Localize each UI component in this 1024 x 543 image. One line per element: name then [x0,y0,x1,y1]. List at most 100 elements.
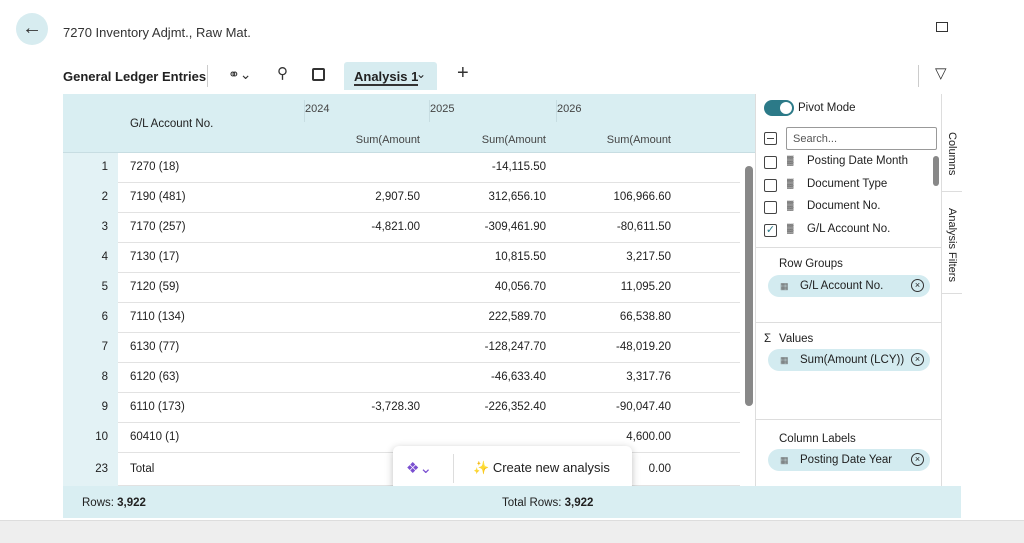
chip[interactable]: ▦ Posting Date Year × [768,449,930,471]
measure-header: Sum(Amount [355,134,420,146]
row-line [118,302,740,303]
amount-cell: -90,047.40 [616,401,671,413]
side-tabs: Columns Analysis Filters [941,94,962,486]
create-analysis[interactable]: ✨ Create new analysis [473,460,610,475]
tab-analysis[interactable]: Analysis 1 ⌄ [344,62,437,90]
account-cell: Total [130,462,155,475]
amount-cell: -80,611.50 [616,221,671,233]
section-title: Row Groups [779,258,843,270]
row-index: 9 [101,401,108,413]
row-index: 8 [101,371,108,383]
layout-button[interactable] [312,68,325,81]
page-name: General Ledger Entries [63,69,207,84]
field-checkbox[interactable] [764,178,777,192]
header-divider [556,100,557,122]
field-checkbox[interactable] [764,156,777,169]
row-index: 5 [101,281,108,293]
total-value: 3,922 [564,497,594,509]
amount-cell: -46,633.40 [491,371,546,383]
search-input[interactable]: Search... [786,127,937,150]
account-cell: 60410 (1) [130,431,180,443]
drag-handle: ▓ [787,155,794,165]
field-checkbox[interactable] [764,201,777,214]
year-header: 2026 [557,103,582,115]
account-cell: 7120 (59) [130,281,180,293]
chip[interactable]: ▦ Sum(Amount (LCY)) × [768,349,930,371]
open-new-window[interactable] [936,22,948,32]
scrollbar[interactable] [745,166,753,406]
row-line [118,332,740,333]
search-button[interactable]: ⚲ [277,65,288,82]
amount-cell: -309,461.90 [484,221,546,233]
chip[interactable]: ▦ G/L Account No. × [768,275,930,297]
amount-cell: 2,907.50 [375,191,420,203]
amount-cell: 11,095.20 [620,281,671,293]
chip-label: Posting Date Year [800,454,893,466]
field-label: G/L Account No. [807,222,891,235]
amount-cell: 222,589.70 [488,311,546,323]
filter-button[interactable]: ▽ [935,65,947,82]
amount-cell: -3,728.30 [371,401,420,413]
grid: G/L Account No. 2024 Sum(Amount 2025 Sum(Am… [63,94,755,486]
account-cell: 6120 (63) [130,371,180,383]
measure-header: Sum(Amount [481,134,546,146]
year-header: 2025 [430,103,455,115]
footer: Rows: 3,922 Total Rows: 3,922 [63,486,961,518]
amount-cell: 4,600.00 [626,431,671,443]
pivot-toggle[interactable] [764,100,794,116]
measure-header: Sum(Amount [606,134,671,146]
total-rows: Total Rows: 3,922 [502,497,593,509]
row-index: 1 [101,161,108,173]
amount-cell: -14,115.50 [491,161,546,173]
page-title: 7270 Inventory Adjmt., Raw Mat. [63,25,251,40]
side-tab[interactable]: Columns [942,112,962,192]
add-tab[interactable]: + [457,62,469,84]
row-line [118,212,740,213]
amount-cell: 0.00 [648,462,671,475]
side-tab-label: Columns [946,132,958,176]
rows-label: Rows: [82,497,114,509]
copilot-menu[interactable]: ⚭⌄ [228,66,252,82]
amount-cell: 312,656.10 [488,191,546,203]
grid-header [63,94,755,153]
account-cell: 6110 (173) [130,401,185,413]
amount-cell: -226,352.40 [484,401,546,413]
amount-cell: 3,317.76 [626,371,671,383]
drag-handle: ▓ [787,222,794,233]
row-index: 2 [101,191,108,203]
field-scrollbar[interactable] [933,156,939,186]
row-index: 7 [101,341,108,353]
row-index: 4 [101,251,108,263]
side-tab[interactable]: Analysis Filters [942,194,962,294]
field-list: ▓ Posting Date Month ▓ Document Type ▓ Docume… [756,152,941,246]
amount-cell: 10,815.50 [494,251,546,263]
section-title: Values [779,333,814,345]
account-cell: 7130 (17) [130,251,180,263]
copilot-icon[interactable]: ❖⌄ [406,460,433,477]
amount-cell: 66,538.80 [619,311,671,323]
row-line [118,392,740,393]
drag-handle: ▓ [787,200,794,210]
header-divider [429,100,430,122]
divider [207,65,208,87]
popup: ❖⌄ ✨ Create new analysis [393,446,632,491]
back-button[interactable]: ← [16,13,48,45]
total-label: Total Rows: [502,497,562,509]
row-index: 23 [95,462,108,475]
row-line [118,272,740,273]
field-checkbox[interactable]: ✓ [764,223,777,237]
account-cell: 7270 (18) [130,161,180,173]
row-line [118,182,740,183]
row-line [118,242,740,243]
rows-count: Rows: 3,922 [82,497,146,509]
drag-handle: ▓ [787,177,794,188]
amount-cell: -48,019.20 [616,341,671,353]
amount-cell: -4,821.00 [371,221,420,233]
tab-menu[interactable]: ⌄ [416,67,427,81]
select-all-checkbox[interactable] [764,132,777,145]
year-header: 2024 [305,103,330,115]
row-line [118,362,740,363]
header-divider [304,100,305,122]
account-cell: 7190 (481) [130,191,186,203]
